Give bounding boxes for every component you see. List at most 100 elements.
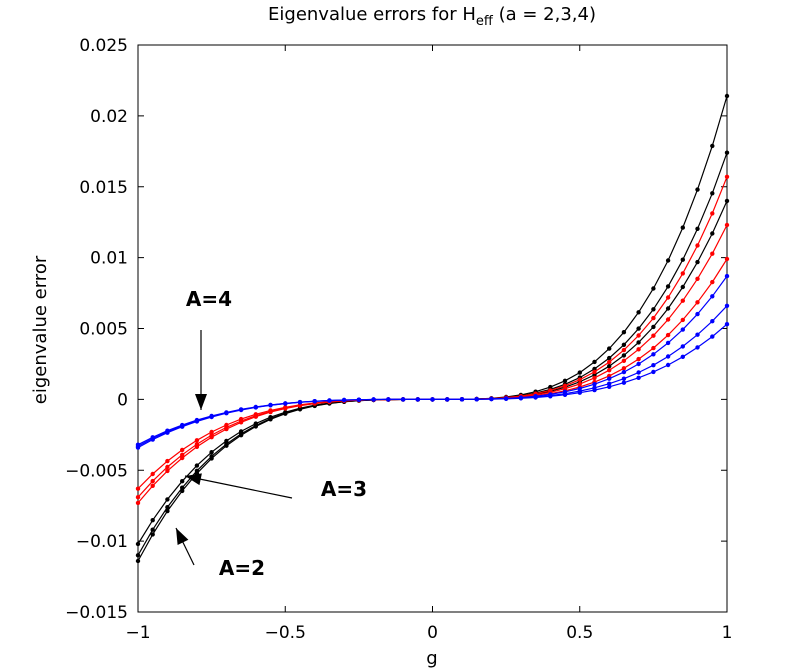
data-point <box>607 384 612 389</box>
data-point <box>695 226 700 231</box>
data-point <box>724 322 730 327</box>
series-A=4 <box>135 322 730 447</box>
data-point <box>724 174 730 179</box>
data-point <box>224 438 229 444</box>
data-point <box>165 464 170 470</box>
y-axis: −0.015 −0.01 −0.005 0 0.005 0.01 0.015 0.02 0.02… <box>65 36 727 623</box>
data-point <box>724 150 730 155</box>
annotation-label: A=3 <box>321 477 367 501</box>
data-point <box>680 354 685 359</box>
x-tick-label: 0 <box>427 623 438 643</box>
data-point <box>312 399 317 404</box>
data-point <box>268 402 273 408</box>
data-point <box>710 294 715 299</box>
chart-title: Eigenvalue errors for Heff (a = 2,3,4) <box>268 4 596 29</box>
data-point <box>665 362 671 368</box>
data-point <box>577 390 582 395</box>
data-point <box>194 442 200 447</box>
plot-area <box>137 44 728 613</box>
annotation-arrow-head <box>176 528 189 546</box>
data-point <box>135 553 141 558</box>
data-point <box>651 333 656 338</box>
data-point <box>695 187 700 192</box>
data-point <box>180 479 185 484</box>
x-axis-label: g <box>426 648 437 669</box>
chart-title-main: Eigenvalue errors for H <box>268 4 476 25</box>
y-tick-label: 0.01 <box>90 249 128 269</box>
data-point <box>209 432 214 438</box>
y-tick-label: −0.015 <box>65 603 128 623</box>
data-point <box>577 370 582 375</box>
data-point <box>165 428 170 433</box>
data-point <box>180 452 185 457</box>
data-point <box>194 463 200 468</box>
data-point <box>636 333 641 338</box>
data-point <box>224 441 229 447</box>
data-point <box>518 396 524 401</box>
data-point <box>135 486 141 491</box>
data-point <box>592 387 597 393</box>
data-point <box>665 340 671 346</box>
data-point <box>607 359 612 365</box>
data-point <box>695 276 700 281</box>
x-tick-label: −0.5 <box>265 623 306 643</box>
data-point <box>562 378 568 383</box>
data-point <box>710 279 715 285</box>
data-point <box>665 258 671 263</box>
data-point <box>636 340 641 345</box>
data-point <box>253 421 258 426</box>
data-point <box>415 397 420 402</box>
data-point <box>150 483 155 488</box>
annotation-arrow-head <box>195 394 207 410</box>
data-point <box>680 271 685 276</box>
data-point <box>135 495 141 500</box>
data-point <box>665 284 671 289</box>
data-point <box>224 422 229 428</box>
data-point <box>710 211 715 216</box>
data-point <box>371 397 376 402</box>
data-point <box>680 317 685 323</box>
y-tick-label: 0.02 <box>90 107 128 127</box>
y-tick-label: 0.015 <box>79 178 128 198</box>
data-point <box>636 326 641 331</box>
data-point <box>680 344 685 349</box>
y-tick-label: −0.005 <box>65 461 128 481</box>
data-point <box>165 508 170 514</box>
data-point <box>710 191 715 196</box>
data-point <box>724 273 730 279</box>
data-point <box>150 527 155 532</box>
data-point <box>636 361 641 367</box>
data-point <box>695 311 700 317</box>
data-point <box>665 295 671 300</box>
data-point <box>150 435 155 440</box>
data-point <box>710 143 715 149</box>
data-point <box>180 422 185 428</box>
chart-title-subscript: eff <box>476 14 494 29</box>
data-point <box>695 332 700 337</box>
data-point <box>621 342 627 347</box>
data-point <box>724 303 730 308</box>
data-point <box>621 330 627 335</box>
data-point <box>680 225 685 230</box>
data-point <box>665 332 671 338</box>
data-point <box>503 396 509 401</box>
data-point <box>489 396 494 402</box>
data-point <box>724 222 730 228</box>
data-point <box>135 558 141 564</box>
data-point <box>636 310 641 315</box>
data-point <box>135 500 141 506</box>
data-point <box>430 397 435 402</box>
annotation-arrow-shaft <box>184 475 293 499</box>
data-point <box>607 364 612 369</box>
data-point <box>651 369 656 375</box>
data-point <box>607 355 612 361</box>
annotation-label: A=2 <box>219 556 265 580</box>
data-point <box>253 412 258 417</box>
data-point <box>283 401 288 406</box>
data-point <box>607 368 612 373</box>
data-point <box>209 413 214 419</box>
data-point <box>180 455 185 461</box>
data-point <box>165 497 170 502</box>
data-point <box>327 398 332 403</box>
